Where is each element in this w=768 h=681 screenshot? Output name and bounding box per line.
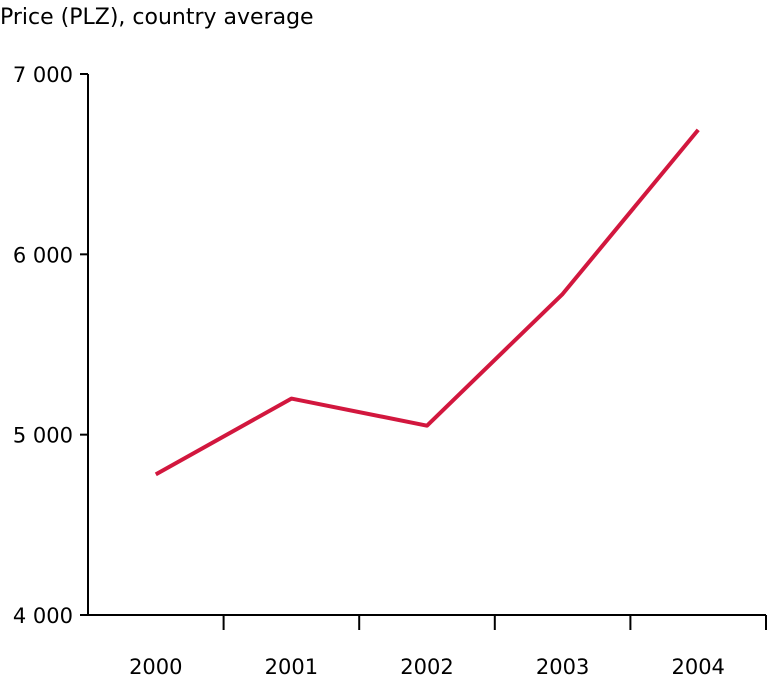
y-axis-ticks: 4 000 5 000 6 000 7 000 — [13, 63, 88, 628]
y-tick-label: 4 000 — [13, 604, 73, 628]
y-tick-label: 5 000 — [13, 424, 73, 448]
x-tick-label: 2002 — [400, 655, 453, 679]
x-tick-label: 2000 — [129, 655, 182, 679]
y-tick-label: 7 000 — [13, 63, 73, 87]
y-axis-title: Price (PLZ), country average — [0, 5, 314, 30]
x-tick-label: 2003 — [536, 655, 589, 679]
y-tick-label: 6 000 — [13, 243, 73, 267]
x-tick-label: 2004 — [671, 655, 724, 679]
series-layer — [154, 128, 700, 477]
x-tick-label: 2001 — [265, 655, 318, 679]
x-axis-ticks: 2000 2001 2002 2003 2004 — [129, 615, 767, 679]
series-line — [154, 128, 700, 477]
